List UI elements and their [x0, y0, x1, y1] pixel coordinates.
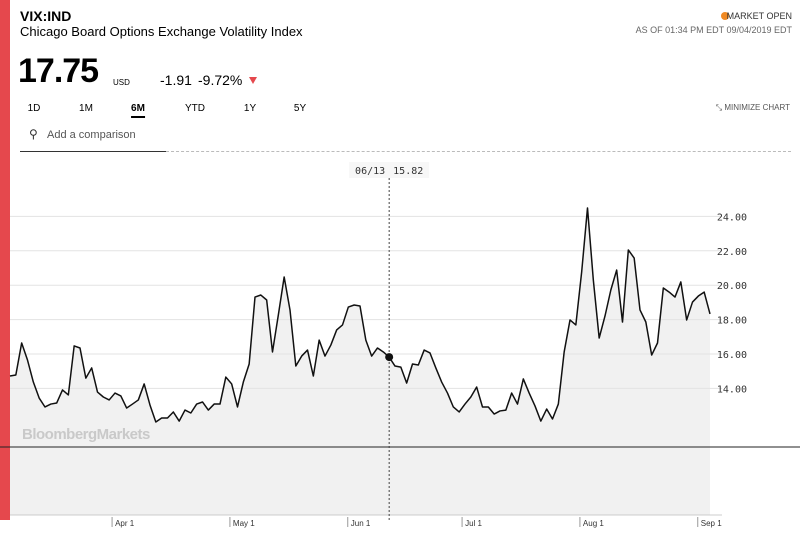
status-dot: [721, 12, 729, 20]
range-button[interactable]: 6M: [131, 103, 145, 118]
currency: USD: [113, 78, 130, 87]
range-button[interactable]: YTD: [185, 103, 205, 114]
x-tick-label: Jul 1: [465, 519, 482, 528]
x-tick-label: Apr 1: [115, 519, 135, 528]
price-line: [9, 207, 711, 423]
watermark: BloombergMarkets: [22, 426, 150, 443]
range-button[interactable]: 1D: [27, 103, 41, 114]
area: [10, 207, 710, 515]
range-button[interactable]: 1M: [79, 103, 93, 114]
x-tick-label: May 1: [233, 519, 255, 528]
x-tick-label: Sep 1: [701, 519, 722, 528]
search-icon: ⚲: [29, 127, 38, 141]
change-pct: -9.72%: [198, 72, 243, 88]
market-status: MARKET OPEN: [726, 11, 792, 21]
symbol: VIX:IND: [20, 8, 72, 24]
y-tick-label: 24.00: [717, 212, 747, 223]
crosshair-value: 15.82: [393, 166, 423, 177]
minimize-chart[interactable]: ⤡ MINIMIZE CHART: [716, 103, 790, 113]
range-button[interactable]: 5Y: [293, 103, 307, 114]
minimize-icon: ⤡: [715, 103, 725, 112]
instrument-name: Chicago Board Options Exchange Volatilit…: [20, 24, 303, 39]
y-tick-label: 20.00: [717, 281, 747, 292]
y-tick-label: 18.00: [717, 316, 747, 327]
accent-bar: [0, 0, 10, 520]
as-of: AS OF 01:34 PM EDT 09/04/2019 EDT: [635, 25, 792, 35]
x-tick-label: Aug 1: [583, 519, 604, 528]
x-tick-label: Jun 1: [351, 519, 371, 528]
range-button[interactable]: 1Y: [243, 103, 257, 114]
dashed-divider: [166, 151, 791, 152]
y-tick-label: 14.00: [717, 384, 747, 395]
change: -1.91: [160, 72, 192, 88]
crosshair-date: 06/13: [355, 166, 385, 177]
crosshair-box: [349, 162, 430, 178]
price: 17.75: [18, 52, 99, 90]
search-underline: [20, 151, 166, 152]
crosshair-dot: [385, 353, 394, 362]
minimize-label: MINIMIZE CHART: [724, 103, 790, 112]
down-arrow: [249, 77, 257, 84]
y-tick-label: 16.00: [717, 350, 747, 361]
y-tick-label: 22.00: [717, 247, 747, 258]
comparison-input[interactable]: Add a comparison: [47, 129, 136, 141]
